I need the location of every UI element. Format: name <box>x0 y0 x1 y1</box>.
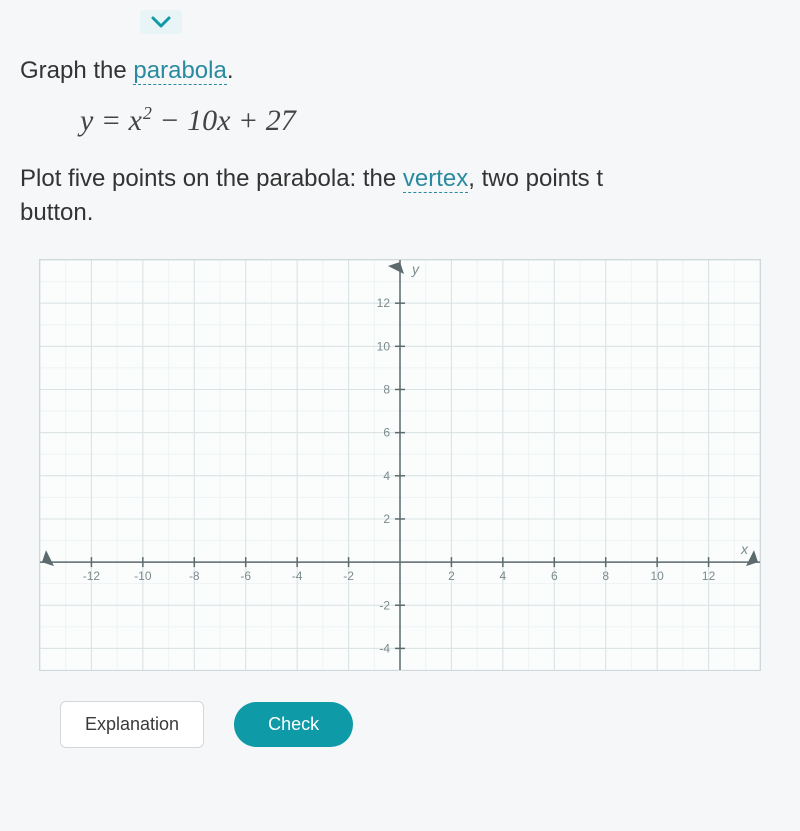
svg-text:8: 8 <box>602 569 609 583</box>
prompt-pre: Graph the <box>20 57 133 84</box>
svg-text:6: 6 <box>551 569 558 583</box>
check-button[interactable]: Check <box>234 702 353 747</box>
svg-text:-6: -6 <box>240 569 251 583</box>
svg-text:-2: -2 <box>379 598 390 612</box>
instruction-text: Plot five points on the parabola: the ve… <box>20 162 780 229</box>
svg-text:2: 2 <box>383 512 390 526</box>
svg-text:10: 10 <box>650 569 664 583</box>
term-parabola-link[interactable]: parabola <box>133 57 226 85</box>
svg-text:2: 2 <box>448 569 455 583</box>
prompt-post: . <box>227 57 234 84</box>
svg-text:-10: -10 <box>134 569 152 583</box>
cartesian-grid[interactable]: -12 -10 -8 -6 -4 -2 2 4 6 8 10 12 -4 -2 2 4 6 8 10 12 y x <box>40 260 760 670</box>
svg-text:12: 12 <box>377 296 391 310</box>
svg-text:x: x <box>740 541 749 557</box>
svg-text:-8: -8 <box>189 569 200 583</box>
equation-display: y = x2 − 10x + 27 <box>80 103 780 138</box>
svg-text:-2: -2 <box>343 569 354 583</box>
svg-text:-4: -4 <box>379 642 390 656</box>
prompt-text: Graph the parabola. <box>20 57 780 85</box>
explanation-button[interactable]: Explanation <box>60 701 204 748</box>
term-vertex-link[interactable]: vertex <box>403 165 468 193</box>
svg-text:-4: -4 <box>292 569 303 583</box>
svg-text:4: 4 <box>500 569 507 583</box>
svg-text:6: 6 <box>383 426 390 440</box>
svg-text:-12: -12 <box>83 569 101 583</box>
graph-panel[interactable]: -12 -10 -8 -6 -4 -2 2 4 6 8 10 12 -4 -2 2 4 6 8 10 12 y x <box>39 259 761 671</box>
svg-text:4: 4 <box>383 469 390 483</box>
chevron-down-icon <box>150 14 172 30</box>
svg-text:8: 8 <box>383 383 390 397</box>
svg-text:10: 10 <box>377 340 391 354</box>
svg-text:12: 12 <box>702 569 716 583</box>
svg-text:y: y <box>411 261 420 277</box>
collapse-button[interactable] <box>140 10 182 34</box>
